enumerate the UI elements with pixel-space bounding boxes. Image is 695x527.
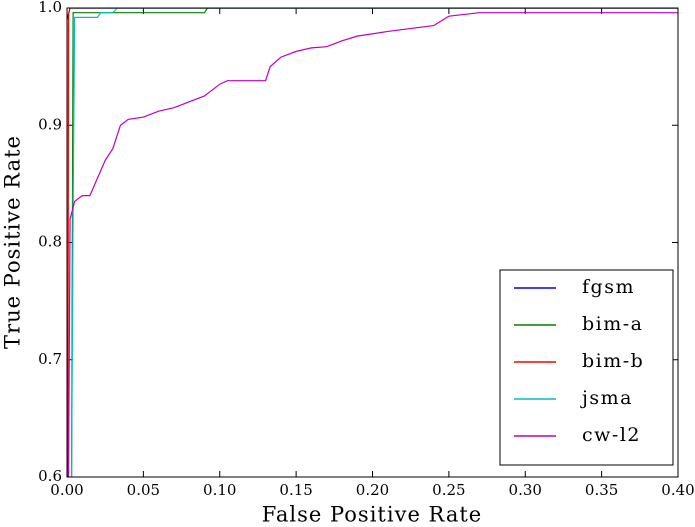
x-tick-label: 0.35 (585, 481, 618, 499)
series-line (70, 8, 678, 477)
series-line (70, 8, 678, 477)
x-tick-label: 0.10 (203, 481, 236, 499)
series-line (67, 8, 678, 477)
y-tick-label: 0.7 (38, 350, 62, 368)
legend-label: bim-b (582, 350, 644, 372)
legend-label: bim-a (582, 313, 644, 335)
plot-frame (66, 7, 679, 478)
legend-label: cw-l2 (582, 424, 641, 446)
y-tick-label: 0.8 (38, 233, 62, 251)
y-tick-label: 0.6 (38, 467, 62, 485)
plot-lines (67, 8, 678, 477)
x-axis-title: False Positive Rate (262, 503, 482, 527)
x-tick-label: 0.25 (432, 481, 465, 499)
y-axis-title: True Positive Rate (1, 135, 25, 349)
legend-label: jsma (580, 387, 633, 409)
x-tick-label: 0.15 (279, 481, 312, 499)
legend-box (499, 269, 674, 466)
x-tick-label: 0.30 (509, 481, 542, 499)
x-tick-label: 0.00 (50, 481, 83, 499)
legend-label: fgsm (582, 276, 635, 298)
x-tick-label: 0.40 (661, 481, 694, 499)
y-tick-label: 0.9 (38, 115, 62, 133)
x-tick-label: 0.05 (127, 481, 160, 499)
series-line (67, 12, 678, 477)
x-tick-label: 0.20 (356, 481, 389, 499)
y-tick-label: 1.0 (38, 0, 62, 16)
